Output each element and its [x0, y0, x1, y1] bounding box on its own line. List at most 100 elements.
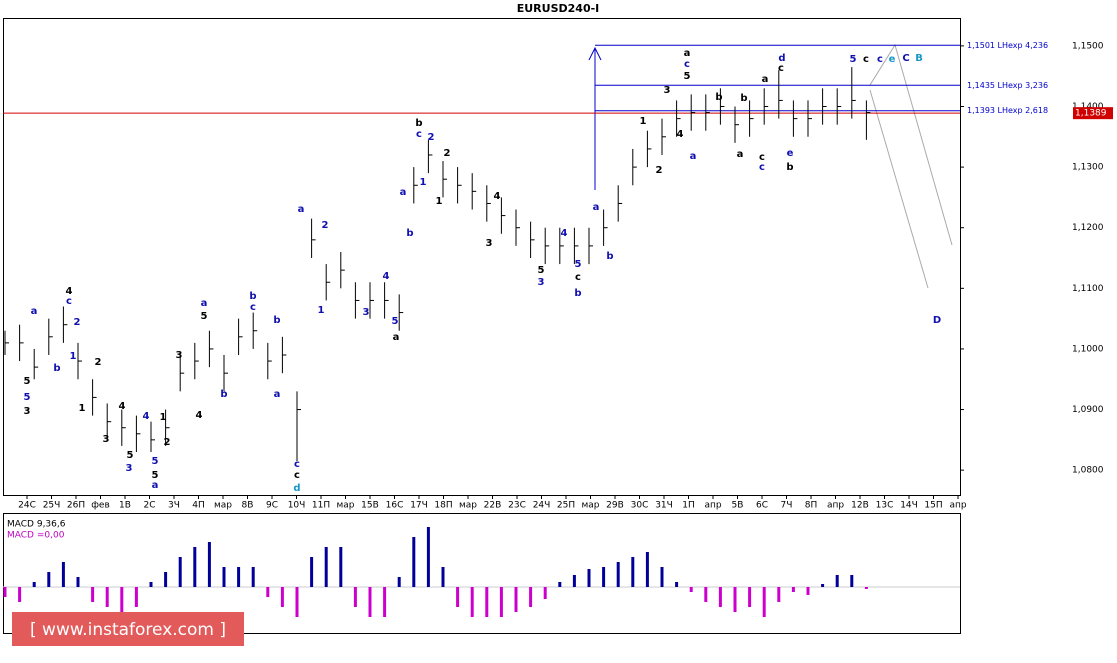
macd-bar	[485, 587, 489, 617]
macd-bar	[529, 587, 533, 607]
macd-bar	[91, 587, 95, 602]
wave-label: 5	[152, 470, 159, 481]
wave-label: 5	[575, 259, 582, 270]
x-tick-label: 7Ч	[781, 501, 793, 511]
wave-label: d	[293, 483, 300, 494]
wave-label: 2	[656, 165, 663, 176]
watermark: [ www.instaforex.com ]	[30, 620, 226, 640]
macd-bar	[397, 577, 401, 587]
x-tick-label: 15В	[361, 501, 379, 511]
macd-bar	[149, 582, 153, 587]
wave-label: d	[778, 53, 785, 64]
x-tick-label: апр	[949, 501, 966, 511]
y-tick-label: 1,1300	[1072, 163, 1104, 173]
wave-label: 5	[850, 54, 857, 65]
x-tick-label: 24Ч	[533, 501, 551, 511]
x-tick-label: 10Ч	[288, 501, 306, 511]
wave-label: e	[787, 148, 794, 159]
x-tick-label: мар	[336, 501, 354, 511]
macd-bar	[572, 575, 576, 587]
wave-label: 3	[103, 434, 110, 445]
macd-bar	[61, 562, 65, 587]
macd-bar	[777, 587, 781, 602]
wave-label: 3	[538, 277, 545, 288]
macd-title: MACD 9,36,6	[7, 520, 66, 530]
x-tick-label: мар	[581, 501, 599, 511]
macd-bar	[339, 547, 343, 587]
wave-label: 5	[127, 450, 134, 461]
wave-label: a	[400, 187, 407, 198]
x-tick-label: 5В	[732, 501, 744, 511]
wave-label: a	[274, 389, 281, 400]
x-tick-label: фев	[91, 501, 110, 511]
x-tick-label: 15П	[924, 501, 942, 511]
wave-label: 5	[684, 71, 691, 82]
macd-bar	[105, 587, 109, 607]
macd-bar	[237, 567, 241, 587]
wave-label: b	[740, 93, 747, 104]
y-tick-label: 1,1200	[1072, 223, 1104, 233]
wave-label: 4	[561, 228, 568, 239]
x-tick-label: апр	[704, 501, 721, 511]
wave-label: c	[759, 162, 765, 173]
wave-label: c	[759, 152, 765, 163]
x-tick-label: 30С	[631, 501, 649, 511]
wave-label: a	[737, 149, 744, 160]
macd-bar	[207, 542, 211, 587]
wave-label: 2	[164, 437, 171, 448]
y-tick-label: 1,0800	[1072, 466, 1104, 476]
macd-bar	[543, 587, 547, 599]
macd-bar	[383, 587, 387, 617]
macd-bar	[806, 587, 810, 595]
wave-label: b	[415, 118, 422, 129]
wave-label: 5	[392, 316, 399, 327]
arrow-head	[588, 46, 602, 61]
macd-bar	[748, 587, 752, 607]
wave-label: b	[53, 363, 60, 374]
x-tick-label: 31Ч	[655, 501, 673, 511]
x-tick-label: 26П	[67, 501, 85, 511]
macd-bar	[178, 557, 182, 587]
wave-label: 1	[420, 177, 427, 188]
x-tick-label: 12В	[851, 501, 869, 511]
macd-bar	[616, 562, 620, 587]
wave-label: 2	[428, 132, 435, 143]
wave-label: 5	[24, 376, 31, 387]
wave-label: c	[294, 470, 300, 481]
macd-bar	[821, 584, 825, 587]
wave-label: 1	[436, 196, 443, 207]
x-tick-label: 29В	[606, 501, 624, 511]
macd-bar	[514, 587, 518, 612]
watermark-box	[12, 612, 244, 646]
macd-bar	[602, 567, 606, 587]
y-tick-label: 1,1500	[1072, 41, 1104, 51]
macd-bar	[164, 572, 168, 587]
wave-label: b	[606, 251, 613, 262]
wave-label: 5	[152, 456, 159, 467]
level-label: 1,1435 LHexp 3,236	[967, 81, 1048, 90]
macd-bar	[835, 575, 839, 587]
price-frame	[3, 18, 961, 496]
wave-label: 2	[444, 148, 451, 159]
wave-label: 4	[196, 410, 203, 421]
x-tick-label: 6С	[756, 501, 768, 511]
wave-label: 5	[538, 265, 545, 276]
macd-bar	[353, 587, 357, 607]
wave-label: b	[406, 228, 413, 239]
macd-bar	[266, 587, 270, 597]
wave-label: a	[201, 298, 208, 309]
x-tick-label: 11П	[312, 501, 330, 511]
macd-bar	[645, 552, 649, 587]
x-tick-label: 8П	[805, 501, 818, 511]
macd-bar	[850, 575, 854, 587]
x-tick-label: 9С	[266, 501, 278, 511]
macd-bar	[558, 582, 562, 587]
y-tick-label: 1,1100	[1072, 284, 1104, 294]
wave-label: a	[393, 332, 400, 343]
macd-bar	[426, 527, 430, 587]
x-tick-label: 1П	[682, 501, 695, 511]
wave-label: 4	[143, 411, 150, 422]
wave-label: 4	[66, 286, 73, 297]
